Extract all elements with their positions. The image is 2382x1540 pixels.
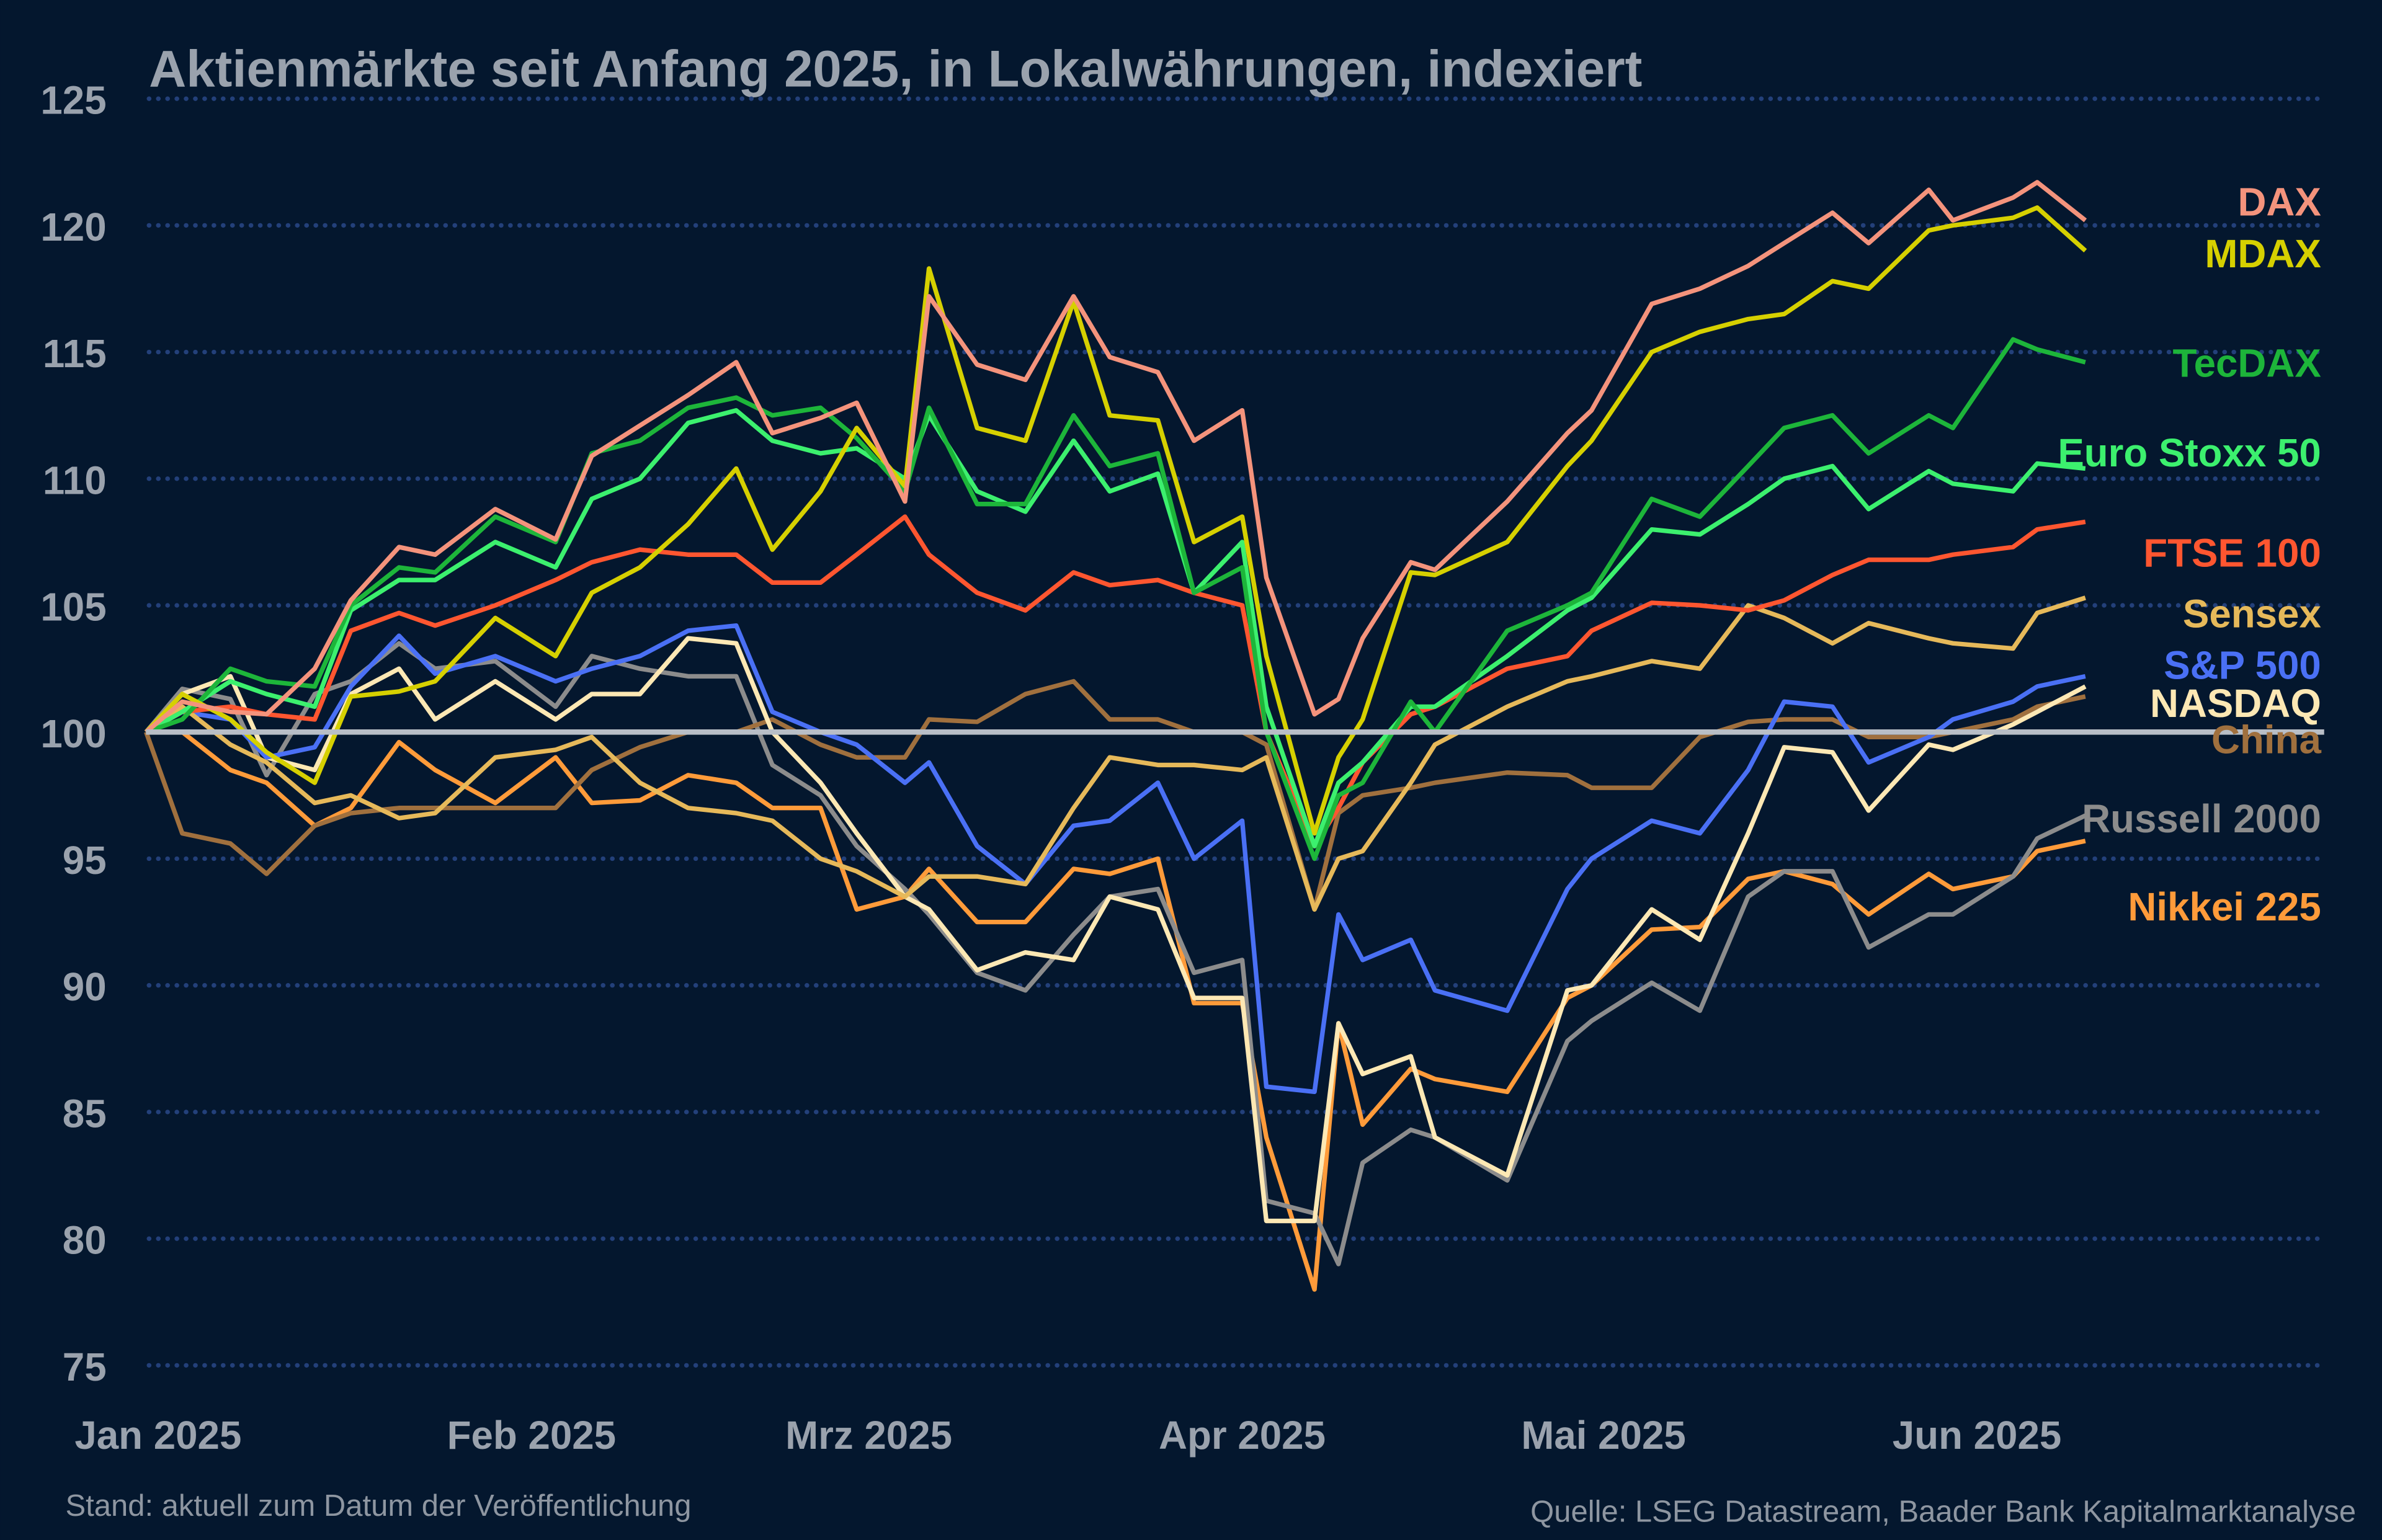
series-line-mdax bbox=[144, 205, 2087, 836]
series-line-tecdax bbox=[145, 337, 2086, 861]
series-line-ftse-100 bbox=[145, 514, 2086, 848]
series-label-russell-2000: Russell 2000 bbox=[2082, 797, 2321, 841]
series-line-china bbox=[144, 679, 2086, 912]
series-lines bbox=[144, 180, 2087, 1292]
series-label-tecdax: TecDAX bbox=[2172, 341, 2321, 385]
chart-title: Aktienmärkte seit Anfang 2025, in Lokalw… bbox=[149, 40, 1642, 98]
series-label-mdax: MDAX bbox=[2205, 232, 2321, 276]
y-axis-ticks: 125 120 115 110 105 100 95 90 85 80 75 bbox=[40, 79, 106, 1389]
grid-lines bbox=[146, 96, 2327, 1368]
series-label-euro-stoxx-50: Euro Stoxx 50 bbox=[2058, 431, 2321, 475]
x-tick-label: Jan 2025 bbox=[74, 1413, 241, 1458]
y-tick-label: 105 bbox=[40, 585, 106, 630]
series-line-s-p-500 bbox=[145, 623, 2086, 1095]
series-labels: DAX MDAX TecDAX Euro Stoxx 50 FTSE 100 Sensex… bbox=[2058, 180, 2321, 929]
y-tick-label: 120 bbox=[40, 205, 106, 249]
footer-note: Stand: aktuell zum Datum der Veröffentli… bbox=[66, 1489, 692, 1523]
series-label-s-p-500: S&P 500 bbox=[2164, 644, 2321, 688]
y-tick-label: 90 bbox=[63, 965, 107, 1009]
series-line-sensex bbox=[145, 595, 2086, 912]
series-line-dax bbox=[145, 180, 2087, 734]
series-label-sensex: Sensex bbox=[2183, 592, 2321, 636]
y-tick-label: 110 bbox=[43, 458, 107, 502]
series-label-ftse-100: FTSE 100 bbox=[2143, 531, 2321, 575]
x-tick-label: Jun 2025 bbox=[1893, 1413, 2061, 1458]
x-tick-label: Mrz 2025 bbox=[785, 1413, 952, 1458]
series-label-dax: DAX bbox=[2237, 180, 2321, 225]
y-tick-label: 125 bbox=[40, 79, 106, 123]
footer-source: Quelle: LSEG Datastream, Baader Bank Kap… bbox=[1530, 1495, 2356, 1529]
y-tick-label: 80 bbox=[63, 1219, 107, 1263]
series-line-nasdaq bbox=[144, 636, 2087, 1224]
x-tick-label: Apr 2025 bbox=[1159, 1413, 1326, 1458]
x-tick-label: Feb 2025 bbox=[447, 1413, 616, 1458]
y-tick-label: 85 bbox=[63, 1092, 107, 1136]
y-tick-label: 75 bbox=[63, 1345, 107, 1389]
series-label-china: China bbox=[2211, 718, 2321, 762]
y-tick-label: 100 bbox=[40, 712, 106, 756]
series-label-nikkei-225: Nikkei 225 bbox=[2128, 885, 2321, 929]
series-label-nasdaq: NASDAQ bbox=[2150, 682, 2321, 726]
y-tick-label: 115 bbox=[43, 332, 107, 376]
x-tick-label: Mai 2025 bbox=[1521, 1413, 1685, 1458]
y-tick-label: 95 bbox=[63, 839, 107, 883]
x-axis-ticks: Jan 2025 Feb 2025 Mrz 2025 Apr 2025 Mai 2025… bbox=[74, 1413, 2061, 1458]
series-line-euro-stoxx-50 bbox=[145, 407, 2086, 848]
